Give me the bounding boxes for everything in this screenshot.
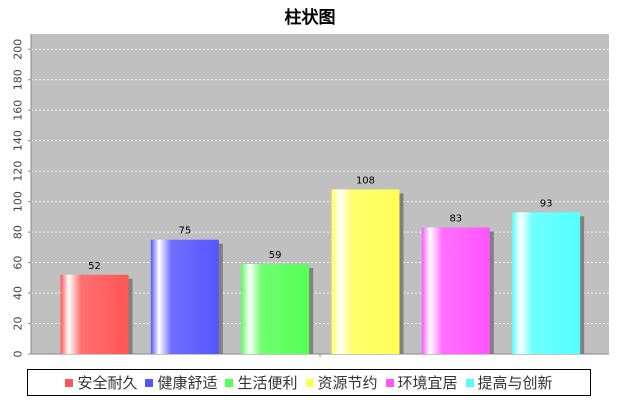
bar-value-label: 52 [88, 261, 101, 272]
bar [421, 227, 490, 354]
y-tick-label: 60 [12, 256, 25, 270]
legend-label: 环境宜居 [397, 374, 458, 392]
y-tick-label: 20 [12, 317, 25, 331]
chart-title: 柱状图 [284, 8, 336, 28]
gridlines [31, 48, 609, 324]
legend-item: 安全耐久 [65, 372, 137, 393]
bar-value-label: 59 [269, 250, 282, 261]
legend-swatch [225, 378, 234, 387]
legend-item: 生活便利 [225, 372, 298, 393]
legend-label: 资源节约 [317, 374, 378, 392]
legend-label: 生活便利 [237, 374, 298, 392]
y-tick-label: 200 [12, 39, 25, 60]
bar [150, 239, 219, 354]
y-tick-label: 160 [12, 100, 25, 121]
data-labels: 52 75 59 108 83 93 [88, 175, 552, 271]
legend-swatch [145, 378, 154, 387]
legend-label: 健康舒适 [157, 374, 218, 392]
y-tick-label: 40 [12, 286, 25, 300]
y-tick-label: 180 [12, 69, 25, 90]
legend-item: 资源节约 [305, 372, 378, 393]
legend-swatch [465, 378, 474, 387]
bar [512, 212, 581, 354]
legend-swatch [305, 378, 314, 387]
bar-value-label: 75 [178, 226, 191, 237]
axes: 0 20 40 60 80 100 120 140 160 180 200 [12, 34, 609, 358]
y-tick-label: 0 [12, 351, 25, 358]
legend-item: 提高与创新 [465, 372, 553, 393]
bar-value-label: 108 [356, 175, 375, 186]
legend-label: 提高与创新 [477, 374, 553, 392]
legend-item: 健康舒适 [145, 372, 217, 393]
legend-swatch [385, 378, 394, 387]
legend-label: 安全耐久 [77, 374, 138, 392]
y-tick-label: 100 [12, 191, 25, 212]
legend: 安全耐久 健康舒适 生活便利 资源节约 环境宜居 提高与创新 [27, 369, 591, 396]
legend-swatch [65, 378, 74, 387]
bar [241, 264, 310, 354]
y-tick-label: 120 [12, 161, 25, 182]
y-tick-label: 80 [12, 225, 25, 239]
bar-value-label: 93 [540, 198, 553, 209]
bar [331, 189, 400, 354]
bar-value-label: 83 [449, 214, 462, 225]
bars [60, 189, 585, 354]
bar [60, 274, 129, 354]
y-tick-label: 140 [12, 130, 25, 151]
legend-item: 环境宜居 [385, 372, 458, 393]
